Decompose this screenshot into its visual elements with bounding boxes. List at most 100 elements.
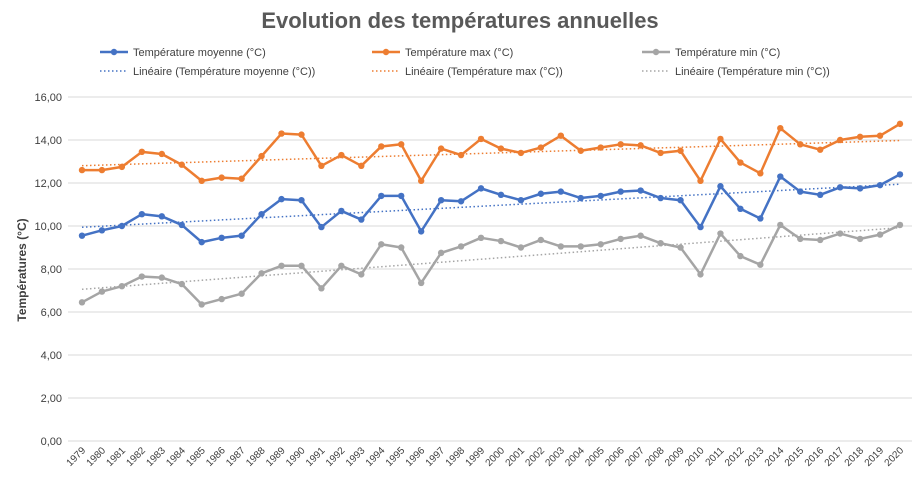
data-point (238, 175, 245, 182)
x-tick-label: 1988 (244, 445, 268, 469)
data-point (417, 177, 425, 185)
data-point (597, 192, 604, 200)
data-point (876, 231, 884, 238)
x-tick-label: 2000 (484, 445, 508, 469)
x-tick-label: 1994 (364, 445, 388, 469)
data-point (358, 271, 365, 278)
data-point (198, 238, 205, 246)
data-point (138, 210, 146, 218)
data-point (278, 195, 285, 203)
data-point (218, 295, 225, 303)
data-point (398, 192, 405, 200)
data-point (557, 188, 565, 195)
data-point (437, 249, 445, 257)
data-point (757, 261, 764, 268)
x-tick-label: 1996 (404, 445, 428, 469)
x-tick-label: 1986 (204, 445, 228, 469)
x-tick-label: 2002 (523, 445, 547, 469)
data-point (218, 174, 225, 181)
data-point (757, 215, 764, 222)
data-point (497, 145, 505, 152)
data-point (597, 144, 604, 151)
data-point (378, 192, 385, 200)
data-point (417, 228, 425, 235)
data-point (777, 124, 784, 132)
data-point (557, 243, 565, 250)
data-point (358, 162, 365, 169)
y-tick-label: 0,00 (41, 436, 62, 448)
data-point (477, 185, 485, 192)
data-point (218, 234, 225, 242)
data-point (338, 262, 345, 269)
data-point (617, 235, 624, 243)
data-point (118, 283, 126, 290)
data-point (836, 184, 844, 191)
x-tick-label: 2008 (643, 445, 667, 469)
data-point (876, 132, 884, 139)
data-point (497, 237, 505, 245)
y-tick-label: 4,00 (41, 350, 62, 362)
x-axis-ticks: 1979198019811982198319841985198619871988… (65, 445, 907, 469)
x-tick-label: 1993 (344, 445, 368, 469)
y-tick-label: 8,00 (41, 264, 62, 276)
trendline-2 (81, 226, 901, 291)
series-group (78, 120, 904, 308)
x-tick-label: 2012 (723, 445, 747, 469)
data-point (657, 149, 664, 157)
data-point (697, 271, 704, 278)
x-tick-label: 2013 (743, 445, 767, 469)
data-point (118, 163, 126, 171)
data-point (258, 270, 265, 277)
data-point (856, 185, 864, 192)
data-point (318, 162, 325, 169)
x-tick-label: 1992 (324, 445, 348, 469)
data-point (856, 235, 864, 243)
x-tick-label: 1979 (65, 445, 89, 469)
data-point (178, 161, 185, 168)
legend-trend-label-1: Linéaire (Température max (°C)) (405, 66, 563, 78)
data-point (258, 152, 265, 160)
data-point (517, 149, 525, 157)
data-point (836, 230, 844, 237)
data-point (777, 173, 784, 180)
data-point (717, 135, 724, 143)
x-tick-label: 2020 (883, 445, 907, 469)
data-point (836, 136, 844, 144)
x-tick-label: 1985 (184, 445, 208, 469)
data-point (318, 223, 325, 231)
legend-marker-1 (382, 48, 390, 56)
data-point (278, 262, 285, 269)
legend-label-2: Température min (°C) (675, 47, 780, 59)
data-point (816, 236, 824, 244)
data-point (477, 234, 485, 242)
legend-label-0: Température moyenne (°C) (133, 47, 266, 59)
data-point (797, 235, 804, 243)
data-point (517, 244, 525, 251)
data-point (198, 301, 205, 308)
data-point (358, 216, 365, 223)
data-point (657, 240, 664, 247)
data-point (757, 170, 764, 177)
x-tick-label: 2009 (663, 445, 687, 469)
data-point (677, 197, 684, 204)
data-point (457, 151, 465, 159)
data-point (238, 290, 245, 297)
data-point (677, 244, 684, 251)
x-tick-label: 2004 (563, 445, 587, 469)
data-point (737, 252, 744, 260)
data-point (398, 244, 405, 251)
data-point (537, 144, 545, 151)
y-tick-label: 2,00 (41, 393, 62, 405)
data-point (617, 188, 624, 195)
data-point (338, 151, 345, 159)
legend: Température moyenne (°C) Linéaire (Tempér… (100, 47, 830, 78)
data-point (657, 194, 664, 202)
data-point (338, 207, 345, 215)
data-point (78, 232, 86, 239)
data-point (597, 241, 604, 248)
data-point (477, 135, 485, 143)
y-axis-title: Températures (°C) (15, 218, 29, 321)
data-point (298, 262, 305, 269)
series-line-1 (82, 122, 901, 183)
trendlines (81, 139, 901, 291)
